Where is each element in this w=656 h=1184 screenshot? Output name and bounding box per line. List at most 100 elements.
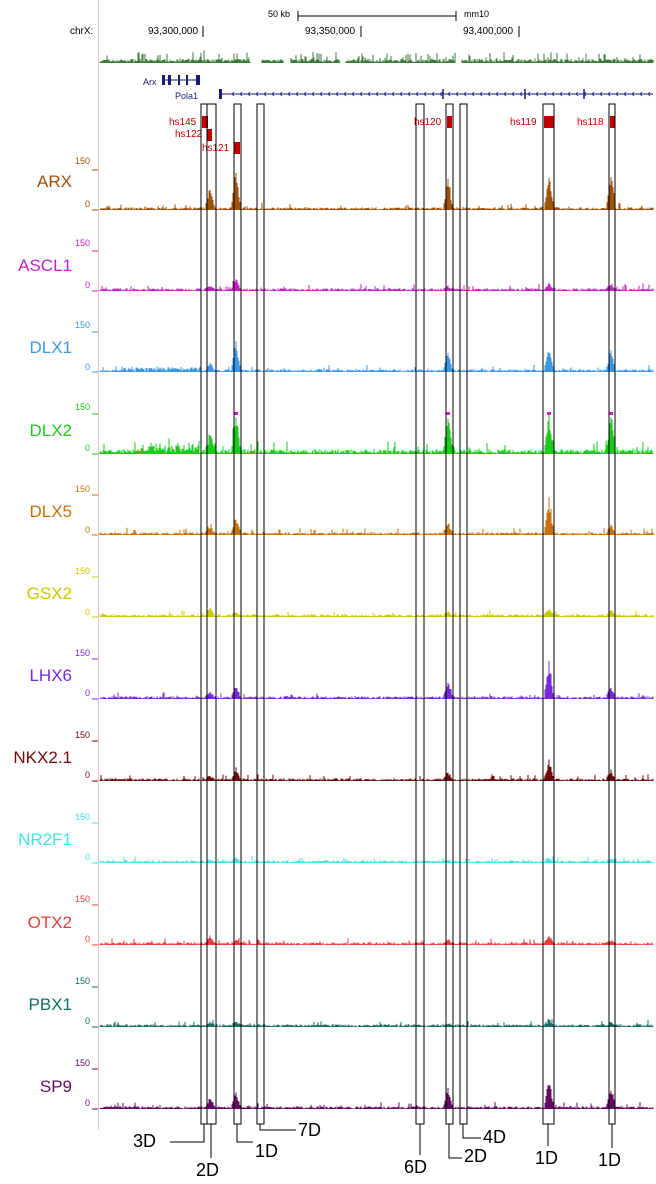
- strand-arrow: [255, 91, 259, 97]
- track-max-label: 150: [74, 894, 90, 904]
- strand-arrow: [463, 91, 467, 97]
- strand-arrow: [399, 91, 403, 97]
- track-min-label: 0: [84, 934, 90, 944]
- track-max-label: 150: [74, 156, 90, 166]
- enhancer-block: [234, 142, 240, 154]
- enhancer-label: hs122: [175, 129, 203, 140]
- track-min-label: 0: [84, 525, 90, 535]
- track-max-label: 150: [74, 648, 90, 658]
- strand-arrow: [623, 91, 627, 97]
- saturation-marker: [609, 412, 613, 415]
- region-label: 3D: [133, 1131, 157, 1151]
- track-min-label: 0: [84, 1098, 90, 1108]
- strand-arrow: [415, 91, 419, 97]
- strand-arrow: [279, 91, 283, 97]
- track-max-label: 150: [74, 238, 90, 248]
- strand-arrow: [543, 91, 547, 97]
- region-label: 7D: [298, 1120, 322, 1140]
- track-name-lhx6: LHX6: [29, 666, 72, 685]
- strand-arrow: [527, 91, 531, 97]
- region-label: 4D: [483, 1127, 507, 1147]
- gene-arx-exon: [178, 75, 180, 85]
- enhancer-block: [610, 116, 615, 128]
- strand-arrow: [439, 91, 443, 97]
- strand-arrow: [303, 91, 307, 97]
- enhancer-label: hs118: [577, 117, 604, 128]
- strand-arrow: [375, 91, 379, 97]
- strand-arrow: [327, 91, 331, 97]
- track-min-label: 0: [84, 688, 90, 698]
- gene-arx-exon: [168, 75, 171, 85]
- strand-arrow: [431, 91, 435, 97]
- strand-arrow: [535, 91, 539, 97]
- track-name-dlx1: DLX1: [29, 338, 72, 357]
- strand-arrow: [519, 91, 523, 97]
- track-min-label: 0: [84, 607, 90, 617]
- track-min-label: 0: [84, 280, 90, 290]
- scale-bar-label: 50 kb: [268, 9, 291, 19]
- strand-arrow: [471, 91, 475, 97]
- gene-label-pola1: Pola1: [175, 91, 199, 101]
- strand-arrow: [351, 91, 355, 97]
- track-max-label: 150: [74, 1058, 90, 1068]
- strand-arrow: [575, 91, 579, 97]
- strand-arrow: [247, 91, 251, 97]
- track-min-label: 0: [84, 362, 90, 372]
- enhancer-block: [544, 116, 554, 128]
- saturation-marker: [234, 412, 238, 415]
- track-name-gsx2: GSX2: [26, 584, 72, 603]
- strand-arrow: [511, 91, 515, 97]
- strand-arrow: [359, 91, 363, 97]
- track-max-label: 150: [74, 484, 90, 494]
- track-name-pbx1: PBX1: [28, 995, 72, 1014]
- track-name-sp9: SP9: [39, 1077, 72, 1096]
- strand-arrow: [447, 91, 451, 97]
- enhancer-label: hs145: [169, 117, 197, 128]
- track-min-label: 0: [84, 443, 90, 453]
- strand-arrow: [607, 91, 611, 97]
- strand-arrow: [343, 91, 347, 97]
- strand-arrow: [551, 91, 555, 97]
- gene-pola1-exon: [219, 89, 222, 99]
- track-name-arx: ARX: [37, 172, 72, 191]
- strand-arrow: [479, 91, 483, 97]
- strand-arrow: [335, 91, 339, 97]
- strand-arrow: [383, 91, 387, 97]
- strand-arrow: [319, 91, 323, 97]
- track-min-label: 0: [84, 199, 90, 209]
- track-max-label: 150: [74, 402, 90, 412]
- region-label: 2D: [464, 1146, 488, 1166]
- region-label: 2D: [196, 1160, 220, 1180]
- saturation-marker: [446, 412, 450, 415]
- position-guide-line: [98, 0, 99, 1130]
- strand-arrow: [591, 91, 595, 97]
- strand-arrow: [495, 91, 499, 97]
- gene-label-arx: Arx: [143, 77, 157, 87]
- strand-arrow: [311, 91, 315, 97]
- track-max-label: 150: [74, 566, 90, 576]
- assembly-label: mm10: [464, 9, 490, 19]
- track-name-nr2f1: NR2F1: [18, 830, 72, 849]
- track-max-label: 150: [74, 730, 90, 740]
- strand-arrow: [295, 91, 299, 97]
- chrom-label: chrX:: [70, 26, 94, 37]
- coordinate-label: 93,400,000: [463, 26, 514, 37]
- region-label: 1D: [255, 1141, 279, 1161]
- track-name-dlx5: DLX5: [29, 502, 72, 521]
- gene-arx-exon: [162, 75, 165, 85]
- strand-arrow: [615, 91, 619, 97]
- track-min-label: 0: [84, 770, 90, 780]
- region-label: 6D: [404, 1157, 428, 1177]
- strand-arrow: [487, 91, 491, 97]
- enhancer-label: hs120: [414, 117, 442, 128]
- strand-arrow: [455, 91, 459, 97]
- strand-arrow: [567, 91, 571, 97]
- strand-arrow: [631, 91, 635, 97]
- strand-arrow: [239, 91, 243, 97]
- strand-arrow: [639, 91, 643, 97]
- track-name-otx2: OTX2: [27, 913, 72, 932]
- saturation-marker: [547, 412, 551, 415]
- strand-arrow: [287, 91, 291, 97]
- region-label: 1D: [535, 1148, 559, 1168]
